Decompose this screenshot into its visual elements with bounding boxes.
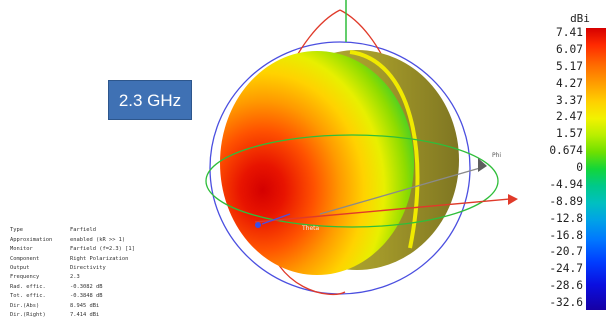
info-value: Directivity xyxy=(70,265,106,272)
info-key: Rad. effic. xyxy=(10,283,46,290)
info-row: Component Right Polarization xyxy=(8,254,154,263)
info-row: Rad. effic. -0.3082 dB xyxy=(8,282,154,291)
info-value: 2.3 xyxy=(70,274,80,281)
colorbar-scale xyxy=(586,28,606,310)
colorbar-tick: -32.6 xyxy=(549,296,583,309)
info-row: Tot. effic. -0.3848 dB xyxy=(8,292,154,301)
colorbar-tick: 0.674 xyxy=(549,144,583,158)
farfield-info-table: Type Farfield Approximation enabled (kR >> … xyxy=(8,226,154,320)
info-row: Frequency 2.3 xyxy=(8,273,154,282)
info-value: -0.3082 dB xyxy=(70,283,103,290)
x-arrowhead xyxy=(508,194,518,205)
colorbar-tick: -4.94 xyxy=(549,177,583,191)
colorbar-tick: -12.8 xyxy=(549,211,583,225)
colorbar-tick: -28.6 xyxy=(549,279,583,293)
info-value: Farfield xyxy=(70,227,96,234)
colorbar-tick: -20.7 xyxy=(549,245,583,259)
info-row: Output Directivity xyxy=(8,264,154,273)
colorbar-tick: -16.8 xyxy=(549,228,583,242)
info-key: Approximation xyxy=(10,236,53,243)
frequency-label: 2.3 GHz xyxy=(108,80,192,120)
colorbar-tick: 7.41 xyxy=(556,26,583,39)
colorbar-unit: dBi xyxy=(570,12,590,25)
info-row: Dir.(Abs) 8.945 dBi xyxy=(8,301,154,310)
orbit-green xyxy=(205,134,499,228)
info-key: Tot. effic. xyxy=(10,293,46,300)
colorbar-tick: -24.7 xyxy=(549,262,583,276)
x-axis xyxy=(254,198,511,223)
pattern-rim xyxy=(349,50,420,249)
info-key: Output xyxy=(10,265,30,272)
colorbar-tick: 4.27 xyxy=(556,76,583,90)
info-row: Type Farfield xyxy=(8,226,154,235)
info-key: Dir.(Right) xyxy=(10,312,46,319)
theta-axis xyxy=(261,213,291,225)
colorbar-tick: 6.07 xyxy=(556,42,583,56)
origin-marker xyxy=(255,222,261,228)
info-key: Dir.(Abs) xyxy=(10,302,40,309)
colorbar-tick: 1.57 xyxy=(556,127,583,141)
colorbar-tick: -8.89 xyxy=(549,194,583,208)
colorbar-tick: 0 xyxy=(576,161,583,174)
colorbar-tick: 5.17 xyxy=(556,59,583,73)
colorbar-tick: 3.37 xyxy=(556,93,583,107)
theta-label: Theta xyxy=(301,225,320,232)
info-key: Monitor xyxy=(10,246,33,253)
phi-arrowhead xyxy=(478,158,487,172)
phi-axis xyxy=(319,167,481,215)
info-value: 7.414 dBi xyxy=(70,312,100,319)
pattern-main-lobe xyxy=(220,51,414,275)
info-key: Frequency xyxy=(10,274,40,281)
info-key: Component xyxy=(10,255,40,262)
info-value: Farfield (f=2.3) [1] xyxy=(70,246,135,253)
info-value: enabled (kR >> 1) xyxy=(70,236,126,243)
info-row: Monitor Farfield (f=2.3) [1] xyxy=(8,245,154,254)
colorbar-tick: 2.47 xyxy=(556,110,583,124)
farfield-plot: Phi Theta xyxy=(205,0,518,296)
info-value: 8.945 dBi xyxy=(70,302,100,309)
info-row: Approximation enabled (kR >> 1) xyxy=(8,235,154,244)
phi-label: Phi xyxy=(492,152,501,159)
info-value: Right Polarization xyxy=(70,255,129,262)
info-row: Dir.(Right) 7.414 dBi xyxy=(8,311,154,320)
info-value: -0.3848 dB xyxy=(70,293,103,300)
info-key: Type xyxy=(10,227,23,234)
